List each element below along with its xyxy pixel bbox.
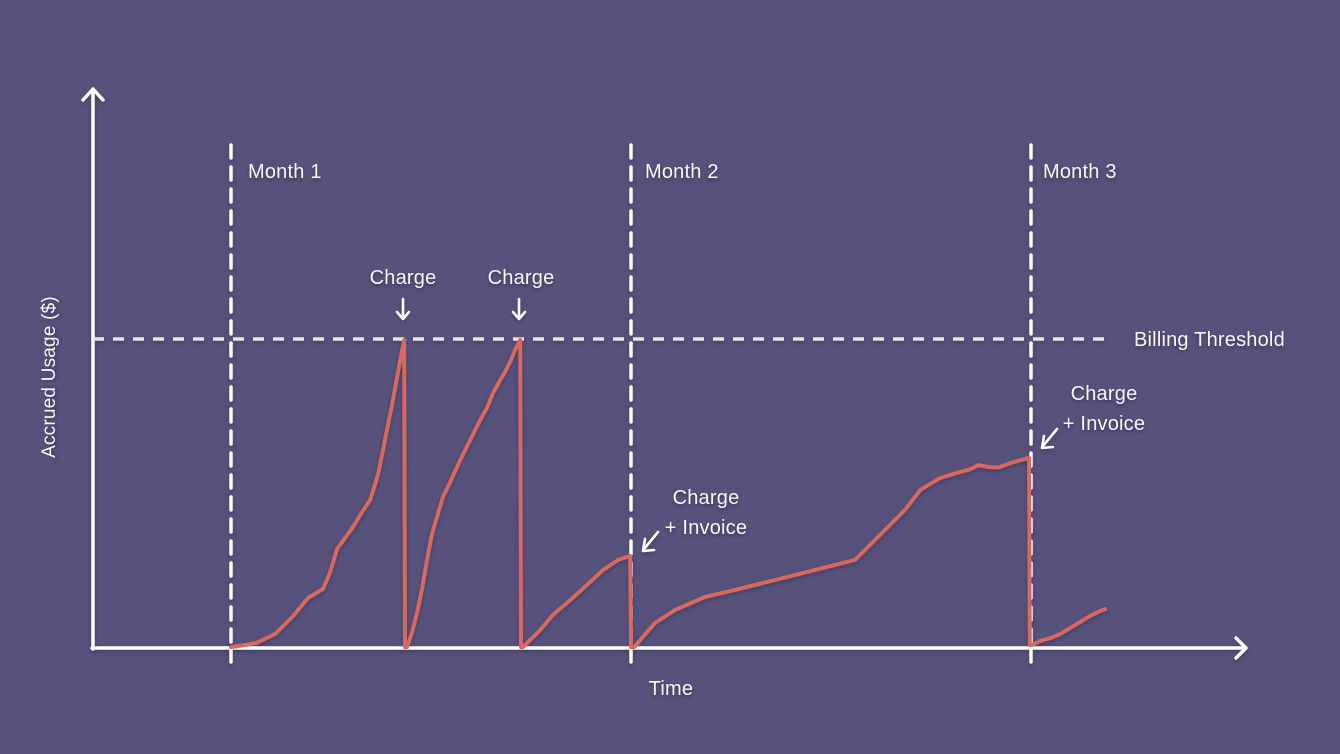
month-2-label: Month 2: [645, 161, 719, 183]
month-1-label: Month 1: [248, 161, 322, 183]
charge-down-arrow-head-icon: [511, 310, 527, 321]
charge-invoice-line1: Charge: [1070, 383, 1138, 405]
charge-invoice-line2: + Invoice: [664, 517, 748, 539]
x-axis-arrow-icon: [1234, 636, 1248, 660]
charge-invoice-line1: Charge: [672, 487, 740, 509]
charge-down-arrow-head-icon: [395, 310, 411, 321]
charge-invoice-line2: + Invoice: [1062, 413, 1146, 435]
x-axis-label: Time: [648, 678, 694, 700]
billing-threshold-label: Billing Threshold: [1134, 329, 1285, 351]
charge-invoice-annotation-month3: Charge + Invoice: [1063, 379, 1145, 439]
charge-annotation-2: Charge: [487, 267, 555, 289]
charge-invoice-arrow-month3-icon: [1041, 427, 1059, 448]
charge-invoice-annotation-month2: Charge + Invoice: [665, 483, 747, 543]
charge-invoice-arrow-head-month2-icon: [641, 537, 656, 553]
y-axis-arrow-icon: [81, 87, 105, 102]
charge-invoice-arrow-month2-icon: [642, 530, 660, 551]
accrued-usage-line: [229, 337, 1107, 650]
month-3-label: Month 3: [1043, 161, 1117, 183]
charge-invoice-arrow-head-month3-icon: [1040, 434, 1055, 450]
y-axis-label: Accrued Usage ($): [39, 296, 60, 458]
charge-annotation-1: Charge: [369, 267, 437, 289]
